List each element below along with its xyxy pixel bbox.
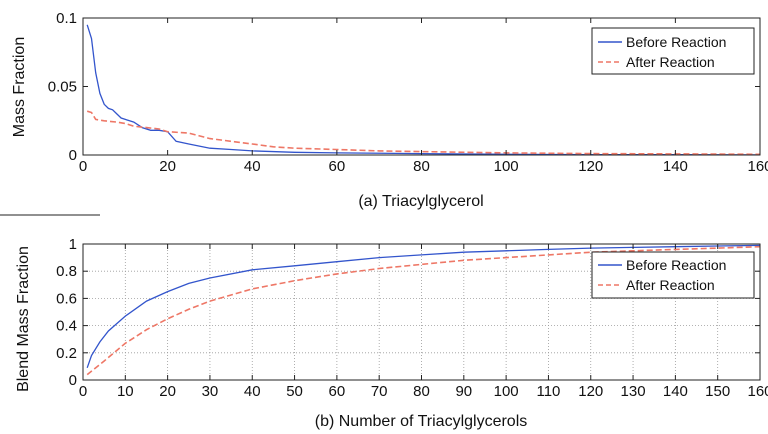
panel-a-caption: (a) Triacylglycerol (358, 193, 483, 210)
panel-b-y-axis-label: Blend Mass Fraction (15, 246, 32, 392)
panel-b-x-tick-label: 50 (286, 383, 303, 400)
panel-b-x-tick-label: 140 (663, 383, 688, 400)
panel-a-ticks (82, 17, 761, 156)
panel-a-legend-label-before: Before Reaction (626, 34, 726, 50)
panel-b-x-tick-label: 160 (747, 383, 768, 400)
panel-b-legend-label-before: Before Reaction (626, 257, 726, 273)
panel-a-x-tick-label: 100 (494, 158, 519, 175)
panel-b-tick-labels: 0 10 20 30 40 50 60 70 80 90 100 110 120 130 140 150 16 0… (56, 236, 768, 400)
panel-b-x-tick-label: 130 (621, 383, 646, 400)
panel-b-x-tick-label: 150 (705, 383, 730, 400)
panel-b-x-tick-label: 40 (244, 383, 261, 400)
panel-b-legend: Before Reaction After Reaction (591, 251, 755, 299)
panel-b-x-tick-label: 30 (202, 383, 219, 400)
panel-a-legend: Before Reaction After Reaction (591, 27, 755, 75)
panel-a-series (86, 24, 761, 156)
panel-b-caption: (b) Number of Triacylglycerols (315, 413, 528, 430)
panel-a-x-tick-label: 80 (413, 158, 430, 175)
panel-b-y-tick-label: 0.4 (56, 318, 77, 335)
panel-b-y-tick-label: 0 (69, 372, 77, 389)
panel-a-x-tick-label: 40 (244, 158, 261, 175)
panel-b-x-tick-label: 110 (536, 383, 560, 400)
panel-b-x-tick-label: 100 (494, 383, 519, 400)
panel-a-y-tick-label: 0 (69, 147, 77, 164)
panel-b-legend-box (591, 251, 755, 299)
panel-b-y-tick-label: 0.6 (56, 290, 77, 307)
panel-b-x-tick-label: 60 (329, 383, 346, 400)
panel-a-legend-box (591, 27, 755, 75)
panel-b-y-tick-label: 0.8 (56, 263, 77, 280)
panel-b-x-tick-label: 80 (413, 383, 430, 400)
panel-a-y-tick-label: 0.05 (48, 79, 77, 96)
panel-b-series-line-before (86, 244, 761, 369)
panel-a-tick-labels: 0 20 40 60 80 100 120 140 160 0 0.05 0.1 (48, 10, 768, 175)
panel-a-legend-label-after: After Reaction (626, 54, 715, 70)
panel-b-ticks (82, 243, 761, 381)
panel-b-x-tick-label: 90 (455, 383, 472, 400)
panel-b-blend: 0 10 20 30 40 50 60 70 80 90 100 110 120 130 140 150 16 0… (15, 236, 768, 430)
panel-b-series (86, 244, 761, 376)
panel-a-x-tick-label: 140 (663, 158, 688, 175)
panel-a-series-line-after (86, 110, 761, 156)
panel-b-x-tick-label: 10 (117, 383, 134, 400)
panel-b-x-tick-label: 20 (159, 383, 176, 400)
panel-b-y-tick-label: 0.2 (56, 345, 77, 362)
panel-a-x-tick-label: 20 (159, 158, 176, 175)
panel-a-x-tick-label: 120 (578, 158, 603, 175)
panel-b-x-tick-label: 120 (578, 383, 603, 400)
panel-a-triacylglycerol: 0 20 40 60 80 100 120 140 160 0 0.05 0.1 Mass Fract… (0, 10, 768, 216)
panel-a-series-line-before (86, 24, 761, 156)
panel-a-y-axis-label: Mass Fraction (11, 37, 28, 137)
panel-a-y-tick-label: 0.1 (56, 10, 77, 27)
panel-b-y-tick-label: 1 (69, 236, 77, 253)
panel-a-x-tick-label: 160 (747, 158, 768, 175)
panel-b-legend-label-after: After Reaction (626, 277, 715, 293)
panel-a-x-tick-label: 60 (329, 158, 346, 175)
panel-a-x-tick-label: 0 (79, 158, 87, 175)
panel-b-x-tick-label: 0 (79, 383, 87, 400)
panel-b-x-tick-label: 70 (371, 383, 388, 400)
